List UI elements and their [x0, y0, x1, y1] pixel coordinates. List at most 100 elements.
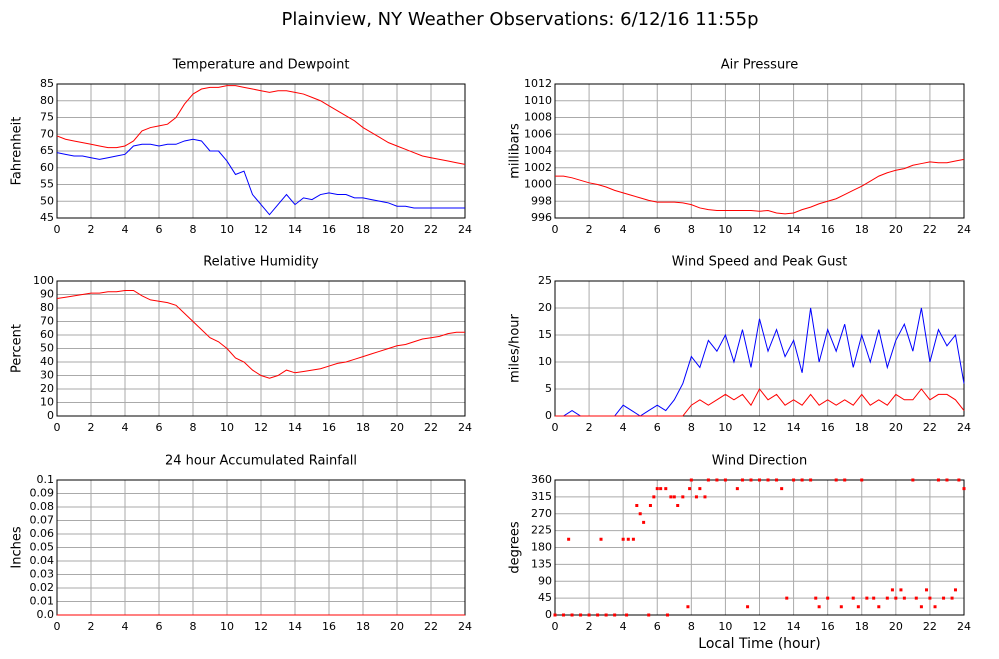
y-tick-label: 998	[531, 194, 552, 207]
y-tick-label: 65	[40, 144, 54, 157]
y-axis-label: degrees	[508, 521, 523, 574]
x-tick-label: 8	[688, 620, 695, 633]
x-tick-label: 8	[688, 223, 695, 236]
x-tick-label: 14	[787, 620, 801, 633]
y-tick-label: 45	[538, 591, 552, 604]
x-tick-label: 0	[54, 223, 61, 236]
x-tick-label: 6	[156, 223, 163, 236]
x-tick-label: 18	[855, 620, 869, 633]
scatter-point	[642, 520, 646, 524]
scatter-point	[865, 596, 869, 600]
scatter-point	[902, 596, 906, 600]
x-tick-label: 6	[156, 421, 163, 434]
y-tick-label: 0.1	[37, 473, 55, 486]
x-tick-label: 2	[88, 421, 95, 434]
scatter-point	[604, 613, 608, 617]
x-tick-label: 24	[957, 223, 971, 236]
y-tick-label: 1008	[524, 111, 552, 124]
y-tick-label: 996	[531, 211, 552, 224]
x-tick-label: 22	[424, 421, 438, 434]
x-tick-label: 12	[254, 223, 268, 236]
y-tick-label: 45	[40, 211, 54, 224]
scatter-point	[553, 613, 557, 617]
x-tick-label: 16	[821, 223, 835, 236]
x-tick-label: 20	[390, 421, 404, 434]
scatter-point	[749, 478, 753, 482]
x-tick-label: 4	[620, 223, 627, 236]
y-tick-label: 20	[40, 382, 54, 395]
x-tick-label: 22	[923, 421, 937, 434]
scatter-point	[562, 613, 566, 617]
x-tick-label: 22	[424, 620, 438, 633]
scatter-point	[735, 487, 739, 491]
y-axis-label: Fahrenheit	[10, 117, 25, 186]
x-tick-label: 14	[288, 223, 302, 236]
scatter-point	[676, 504, 680, 507]
y-tick-label: 0.02	[30, 581, 55, 594]
scatter-point	[894, 596, 898, 600]
y-tick-label: 0.04	[30, 554, 55, 567]
scatter-point	[942, 596, 946, 600]
scatter-point	[800, 478, 804, 482]
y-tick-label: 0	[47, 409, 54, 422]
x-tick-label: 14	[288, 421, 302, 434]
scatter-point	[872, 596, 876, 600]
scatter-point	[647, 613, 651, 617]
scatter-point	[587, 613, 591, 617]
y-tick-label: 60	[40, 328, 54, 341]
x-tick-label: 22	[923, 223, 937, 236]
scatter-point	[914, 596, 918, 600]
x-tick-label: 14	[288, 620, 302, 633]
x-tick-label: 10	[220, 421, 234, 434]
scatter-point	[689, 478, 693, 482]
x-tick-label: 0	[552, 223, 559, 236]
scatter-point	[775, 478, 779, 482]
page-title: Plainview, NY Weather Observations: 6/12…	[281, 9, 758, 30]
scatter-point	[659, 487, 663, 491]
scatter-point	[698, 487, 702, 491]
x-tick-label: 24	[458, 421, 472, 434]
x-tick-label: 4	[122, 620, 129, 633]
x-tick-label: 20	[390, 223, 404, 236]
y-tick-label: 50	[40, 342, 54, 355]
y-tick-label: 0.0	[37, 608, 55, 621]
y-tick-label: 50	[40, 194, 54, 207]
y-tick-label: 270	[531, 507, 552, 520]
x-tick-label: 2	[88, 620, 95, 633]
scatter-point	[579, 613, 583, 617]
scatter-point	[933, 605, 937, 609]
y-tick-label: 20	[538, 301, 552, 314]
series-line	[56, 85, 466, 165]
y-tick-label: 0.09	[30, 487, 55, 500]
y-tick-label: 80	[40, 301, 54, 314]
scatter-point	[648, 504, 652, 507]
x-tick-label: 24	[458, 620, 472, 633]
y-tick-label: 85	[40, 77, 54, 90]
scatter-point	[839, 605, 843, 609]
scatter-point	[856, 605, 860, 609]
x-tick-label: 2	[586, 620, 593, 633]
scatter-point	[851, 596, 855, 600]
scatter-point	[817, 605, 821, 609]
series-line	[555, 388, 965, 417]
scatter-point	[911, 478, 915, 482]
y-tick-label: 1010	[524, 94, 552, 107]
scatter-point	[950, 596, 954, 600]
plot-frame	[56, 280, 466, 417]
scatter-point	[860, 478, 864, 482]
x-tick-label: 6	[654, 620, 661, 633]
scatter-point	[925, 588, 929, 592]
scatter-point	[843, 478, 847, 482]
x-tick-label: 24	[957, 620, 971, 633]
scatter-point	[928, 596, 932, 600]
y-tick-label: 5	[545, 382, 552, 395]
scatter-point	[686, 605, 690, 609]
x-tick-label: 6	[654, 421, 661, 434]
y-axis-label: Percent	[10, 324, 25, 373]
x-tick-label: 16	[322, 223, 336, 236]
y-tick-label: 100	[33, 274, 54, 287]
x-tick-label: 8	[190, 223, 197, 236]
x-tick-label: 8	[190, 421, 197, 434]
scatter-point	[706, 478, 710, 482]
